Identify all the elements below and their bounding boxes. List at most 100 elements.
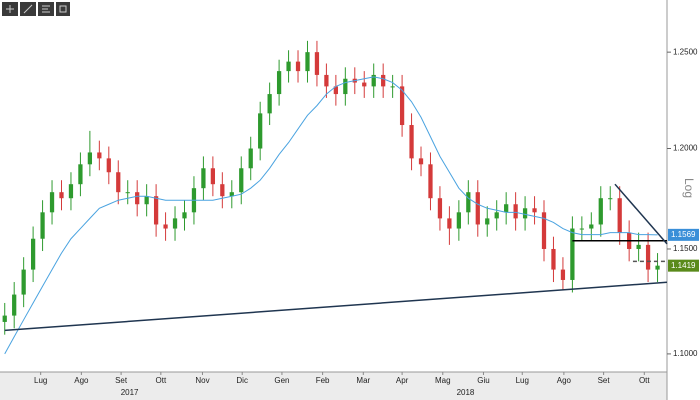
- candle-body: [532, 208, 537, 213]
- year-label: 2017: [121, 388, 139, 397]
- candle-body: [182, 212, 187, 219]
- candle-body: [172, 218, 178, 229]
- icon: [42, 5, 50, 13]
- y-tick-label: 1.2000: [673, 144, 698, 153]
- candle-body: [153, 196, 159, 225]
- x-tick-label: Ott: [639, 376, 650, 385]
- candle-body: [570, 228, 575, 280]
- candle-body: [362, 82, 367, 87]
- scale-label: Log: [682, 178, 696, 198]
- last-price-label: 1.1569: [671, 230, 696, 239]
- candle-body: [49, 192, 55, 213]
- candle-body: [30, 238, 36, 270]
- candle-body: [504, 204, 509, 213]
- candle-body: [447, 218, 452, 229]
- x-axis-band: [0, 372, 667, 400]
- candle-body: [390, 86, 395, 88]
- candle-body: [78, 164, 83, 185]
- x-tick-label: Ago: [557, 376, 572, 385]
- candle-body: [645, 244, 651, 270]
- candle-body: [589, 224, 594, 229]
- candle-body: [2, 315, 7, 322]
- y-tick-label: 1.1000: [673, 349, 698, 358]
- year-label: 2018: [457, 388, 475, 397]
- candle-body: [21, 269, 26, 295]
- candle-body: [12, 294, 17, 316]
- icon: [23, 4, 33, 14]
- candle-body: [305, 52, 310, 72]
- candle-body: [608, 198, 613, 200]
- x-tick-label: Feb: [316, 376, 330, 385]
- candle-body: [475, 192, 480, 225]
- candle-body: [248, 148, 253, 169]
- icon: [6, 5, 14, 13]
- toolbar: [2, 2, 70, 16]
- trend-line: [4, 281, 668, 332]
- candle-body: [116, 172, 121, 193]
- candle-body: [68, 184, 74, 199]
- trend-line: [614, 183, 668, 245]
- x-tick-label: Mar: [356, 376, 370, 385]
- candle-body: [428, 164, 433, 199]
- candle-body: [343, 78, 348, 95]
- candle-body: [409, 125, 414, 159]
- candle-body: [655, 265, 660, 270]
- candle-body: [295, 61, 301, 72]
- candle-body: [617, 198, 622, 233]
- candle-body: [560, 269, 566, 280]
- candle-body: [87, 152, 93, 165]
- x-tick-label: Lug: [34, 376, 47, 385]
- candle-body: [437, 198, 443, 219]
- candle-body: [40, 212, 45, 239]
- candle-body: [485, 218, 490, 225]
- candle-body: [258, 113, 263, 149]
- x-tick-label: Ago: [74, 376, 89, 385]
- x-tick-label: Giu: [477, 376, 489, 385]
- candle-body: [106, 158, 111, 173]
- x-tick-label: Ott: [156, 376, 167, 385]
- candle-body: [513, 204, 518, 219]
- candle-body: [579, 228, 584, 230]
- candle-body: [381, 74, 386, 87]
- candle-body: [144, 196, 149, 205]
- candle-body: [286, 61, 291, 72]
- candle-body: [418, 158, 424, 165]
- candle-body: [163, 224, 168, 229]
- x-tick-label: Apr: [396, 376, 409, 385]
- last-price-box: [668, 228, 699, 241]
- candle-body: [229, 192, 234, 197]
- candle-body: [59, 192, 64, 199]
- candle-body: [333, 86, 338, 95]
- candle-body: [314, 52, 320, 75]
- x-tick-label: Nov: [195, 376, 209, 385]
- candle-body: [276, 71, 282, 95]
- candle-body: [399, 86, 405, 126]
- candle-body: [220, 184, 225, 197]
- candle-body: [125, 192, 130, 194]
- candle-body: [239, 168, 244, 193]
- tool-menu[interactable]: [56, 2, 70, 16]
- candle-body: [371, 74, 376, 87]
- candle-body: [494, 212, 499, 219]
- x-tick-label: Gen: [274, 376, 289, 385]
- candle-body: [551, 248, 556, 270]
- y-tick-label: 1.1500: [673, 244, 698, 253]
- candle-body: [598, 198, 603, 225]
- moving-average: [4, 76, 658, 355]
- candle-body: [201, 168, 206, 189]
- last-price-box: [668, 259, 699, 272]
- candle-body: [541, 212, 547, 249]
- last-price-label: 1.1419: [671, 261, 696, 270]
- icon: [59, 5, 67, 13]
- x-tick-label: Set: [598, 376, 611, 385]
- candle-body: [522, 208, 528, 219]
- x-tick-label: Mag: [435, 376, 451, 385]
- x-tick-label: Dic: [236, 376, 248, 385]
- candle-body: [466, 192, 471, 213]
- candle-body: [97, 152, 102, 159]
- candle-body: [210, 168, 216, 185]
- x-tick-label: Lug: [516, 376, 529, 385]
